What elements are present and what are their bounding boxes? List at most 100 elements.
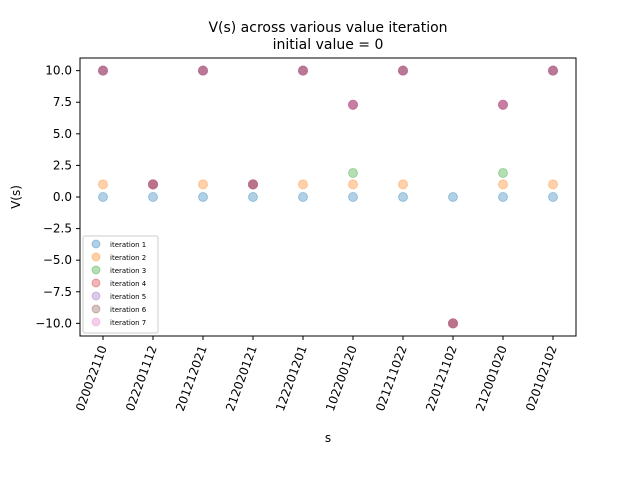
data-point	[548, 65, 558, 76]
data-point	[148, 192, 158, 202]
data-point	[98, 65, 108, 76]
data-point	[148, 179, 158, 190]
legend: iteration 1 iteration 2 iteration 3 iterati…	[82, 235, 159, 334]
data-point	[148, 179, 158, 190]
data-point	[448, 192, 458, 202]
chart-subtitle: initial value = 0	[273, 37, 384, 53]
data-point	[448, 318, 458, 329]
data-point	[198, 65, 208, 76]
data-point	[348, 192, 358, 202]
data-point	[398, 65, 408, 76]
legend-marker	[91, 252, 101, 262]
legend-box	[82, 235, 159, 334]
data-point	[448, 318, 458, 329]
data-point	[298, 65, 308, 76]
data-point	[148, 179, 158, 190]
data-point	[448, 318, 458, 329]
data-point	[398, 65, 408, 76]
data-point	[98, 65, 108, 76]
y-axis: 10.0 7.5 5.0 2.5 0.0 −2.5 −5.0 −7.5 −10.0	[35, 64, 80, 330]
data-point	[148, 179, 158, 190]
data-point	[98, 65, 108, 76]
data-point	[298, 192, 308, 202]
data-point	[248, 179, 258, 190]
legend-label: iteration 3	[110, 267, 146, 275]
legend-label: iteration 2	[110, 254, 146, 262]
data-point	[498, 167, 508, 178]
data-point	[448, 318, 458, 329]
data-point	[198, 65, 208, 76]
data-point	[298, 65, 308, 76]
data-points	[98, 65, 558, 329]
data-point	[448, 318, 458, 329]
data-point	[198, 179, 208, 190]
y-tick-label: −10.0	[35, 316, 72, 330]
data-point	[398, 65, 408, 76]
data-point	[348, 99, 358, 110]
data-point	[98, 65, 108, 76]
data-point	[548, 65, 558, 76]
data-point	[248, 179, 258, 190]
y-tick-label: 10.0	[45, 64, 72, 78]
data-point	[148, 179, 158, 190]
data-point	[548, 192, 558, 202]
data-point	[248, 179, 258, 190]
data-point	[198, 65, 208, 76]
data-point	[98, 192, 108, 202]
data-point	[498, 99, 508, 110]
y-tick-label: −5.0	[43, 253, 72, 267]
data-point	[198, 192, 208, 202]
data-point	[398, 65, 408, 76]
data-point	[398, 65, 408, 76]
data-point	[548, 65, 558, 76]
legend-marker	[91, 278, 101, 288]
data-point	[498, 192, 508, 202]
legend-label: iteration 5	[110, 293, 146, 301]
data-point	[348, 179, 358, 190]
y-axis-label: V(s)	[9, 185, 23, 209]
data-point	[98, 179, 108, 190]
data-point	[498, 99, 508, 110]
data-point	[498, 179, 508, 190]
data-point	[298, 65, 308, 76]
data-point	[298, 65, 308, 76]
data-point	[248, 179, 258, 190]
legend-label: iteration 7	[110, 319, 146, 327]
data-point	[398, 179, 408, 190]
data-point	[448, 318, 458, 329]
data-point	[198, 65, 208, 76]
data-point	[148, 179, 158, 190]
y-tick-label: 0.0	[53, 190, 72, 204]
y-tick-label: 5.0	[53, 127, 72, 141]
y-tick-label: −7.5	[43, 285, 72, 299]
y-tick-label: 7.5	[53, 95, 72, 109]
data-point	[548, 65, 558, 76]
data-point	[348, 99, 358, 110]
data-point	[298, 65, 308, 76]
legend-label: iteration 1	[110, 241, 146, 249]
legend-marker	[91, 304, 101, 314]
data-point	[348, 99, 358, 110]
legend-label: iteration 6	[110, 306, 147, 314]
data-point	[548, 65, 558, 76]
y-tick-label: 2.5	[53, 158, 72, 172]
data-point	[198, 65, 208, 76]
data-point	[548, 179, 558, 190]
data-point	[298, 179, 308, 190]
data-point	[248, 179, 258, 190]
data-point	[498, 99, 508, 110]
data-point	[248, 179, 258, 190]
y-tick-label: −2.5	[43, 222, 72, 236]
legend-marker	[91, 317, 101, 327]
data-point	[498, 99, 508, 110]
legend-marker	[91, 265, 101, 275]
data-point	[98, 65, 108, 76]
data-point	[248, 192, 258, 202]
data-point	[348, 99, 358, 110]
legend-label: iteration 4	[110, 280, 147, 288]
chart-title: V(s) across various value iteration	[208, 20, 447, 36]
legend-marker	[91, 291, 101, 301]
data-point	[348, 167, 358, 178]
